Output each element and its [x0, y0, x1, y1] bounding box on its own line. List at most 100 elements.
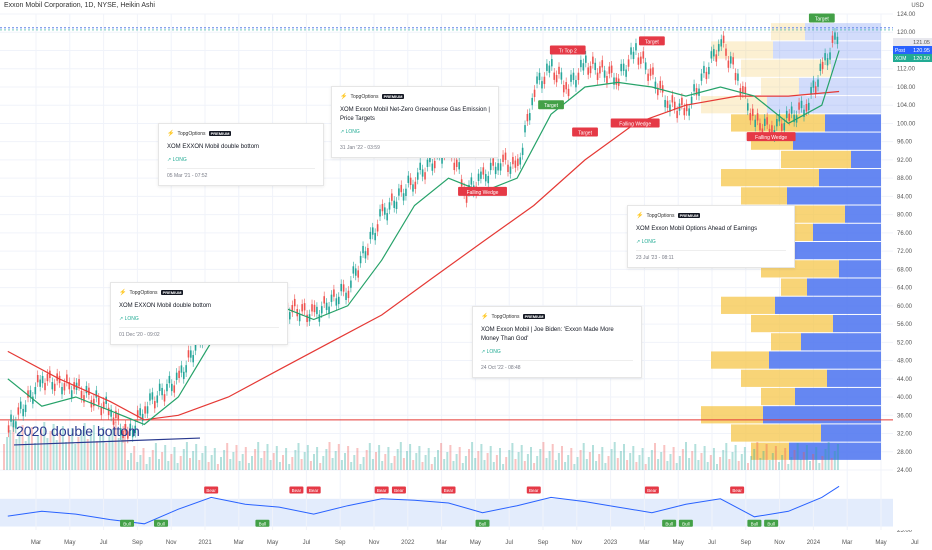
- volume-bar: [588, 452, 591, 470]
- idea-date: 23 Jul '23 - 08:11: [636, 255, 674, 261]
- rsi-signal-label: Bull: [123, 521, 131, 526]
- volume-profile-bar: [821, 424, 881, 442]
- volume-bar: [359, 464, 362, 470]
- idea-title[interactable]: XOM Exxon Mobil | Joe Biden: 'Exxon Made…: [481, 327, 614, 342]
- candle: [652, 67, 654, 75]
- volume-bar: [120, 431, 123, 470]
- candle: [465, 195, 468, 203]
- volume-bar: [703, 446, 706, 470]
- candle: [400, 184, 403, 193]
- price-tag-box: [893, 46, 932, 54]
- candle: [402, 193, 405, 201]
- x-tick-label: May: [64, 540, 75, 546]
- volume-profile-bar: [701, 406, 763, 424]
- idea-title[interactable]: XOM Exxon Mobil Options Ahead of Earning…: [636, 226, 758, 232]
- volume-bar: [446, 452, 449, 470]
- candle: [589, 65, 592, 74]
- candle: [717, 44, 720, 52]
- volume-bar: [734, 445, 737, 470]
- candle: [575, 80, 577, 88]
- candle: [761, 128, 764, 136]
- candle: [669, 104, 671, 112]
- x-tick-label: Mar: [842, 540, 852, 546]
- volume-bar: [306, 445, 309, 470]
- volume-profile-bar: [851, 150, 881, 169]
- candle: [388, 202, 391, 210]
- candle: [610, 65, 613, 73]
- volume-bar: [778, 462, 780, 470]
- candle: [431, 163, 434, 171]
- volume-bar: [185, 442, 188, 470]
- volume-bar: [669, 454, 672, 470]
- x-tick-label: Jul: [100, 540, 108, 546]
- candle: [66, 374, 68, 382]
- volume-bar: [793, 450, 796, 470]
- volume-bar: [356, 448, 359, 470]
- candle: [289, 312, 291, 320]
- volume-profile-bar: [771, 333, 801, 351]
- volume-bar: [440, 443, 443, 470]
- candle: [484, 174, 487, 182]
- author-logo-icon: ⚡: [119, 290, 127, 296]
- idea-card[interactable]: ⚡ TopgOptions PREMIUM XOM EXXON Mobil doub…: [158, 123, 324, 186]
- volume-bar: [344, 453, 346, 470]
- volume-bar: [142, 448, 145, 470]
- candle: [119, 428, 122, 436]
- idea-card[interactable]: ⚡ TopgOptions PREMIUM XOM Exxon Mobil | Jo…: [472, 306, 642, 378]
- candle: [303, 303, 306, 311]
- volume-bar: [430, 464, 433, 470]
- rsi-signal-label: Bull: [157, 521, 165, 526]
- volume-profile-bar: [819, 169, 881, 187]
- x-tick-label: Nov: [774, 540, 785, 546]
- volume-bar: [623, 444, 625, 470]
- volume-bar: [325, 449, 328, 470]
- rsi-signal-box: [289, 486, 304, 494]
- candle: [185, 365, 187, 373]
- candle: [398, 188, 400, 196]
- volume-bar: [582, 443, 585, 470]
- author-name[interactable]: TopgOptions: [129, 289, 158, 296]
- y-tick-label: 112.00: [897, 67, 916, 73]
- volume-bar: [480, 444, 483, 470]
- volume-bar: [812, 454, 815, 470]
- volume-bar: [269, 460, 272, 470]
- volume-profile-bar: [801, 333, 881, 351]
- idea-title[interactable]: XOM Exxon Mobil Net-Zero Greenhouse Gas …: [340, 107, 490, 122]
- idea-title[interactable]: XOM EXXON Mobil double bottom: [167, 144, 260, 150]
- volume-bar: [92, 425, 95, 470]
- author-logo-icon: ⚡: [636, 213, 644, 219]
- candle: [737, 73, 739, 81]
- volume-bar: [40, 429, 43, 470]
- candle: [739, 87, 742, 96]
- author-name[interactable]: TopgOptions: [177, 130, 206, 137]
- author-name[interactable]: TopgOptions: [646, 212, 675, 219]
- candle: [17, 407, 20, 415]
- volume-bar: [247, 463, 250, 470]
- candle: [538, 72, 541, 81]
- author-name[interactable]: TopgOptions: [491, 313, 520, 320]
- candle: [171, 383, 173, 392]
- idea-card[interactable]: ⚡ TopgOptions PREMIUM XOM Exxon Mobil Net-…: [331, 86, 499, 158]
- pattern-label-box: [638, 36, 665, 46]
- candle: [129, 423, 132, 432]
- idea-title[interactable]: XOM EXXON Mobil double bottom: [119, 303, 212, 309]
- volume-bar: [316, 447, 319, 470]
- candle: [168, 375, 171, 384]
- candle: [640, 56, 642, 64]
- volume-bar: [790, 457, 793, 470]
- idea-card[interactable]: ⚡ TopgOptions PREMIUM XOM EXXON Mobil doub…: [110, 282, 288, 345]
- candle: [85, 385, 88, 394]
- candle: [664, 99, 666, 108]
- candle: [376, 224, 379, 232]
- candle: [703, 65, 705, 74]
- idea-card[interactable]: ⚡ TopgOptions PREMIUM XOM Exxon Mobil Opti…: [627, 205, 795, 268]
- volume-bar: [598, 454, 601, 470]
- volume-bar: [833, 451, 836, 470]
- volume-bar: [796, 443, 799, 470]
- candle: [763, 118, 766, 126]
- volume-bar: [678, 456, 681, 470]
- volume-profile-bar: [831, 59, 881, 77]
- author-name[interactable]: TopgOptions: [350, 93, 379, 100]
- candle: [577, 72, 580, 81]
